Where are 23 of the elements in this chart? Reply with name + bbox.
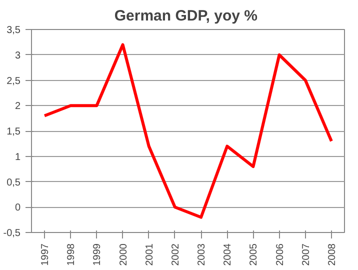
y-tick-label: 0,5 xyxy=(6,177,21,188)
y-tick-label: 3 xyxy=(14,50,21,62)
x-tick-label: 1997 xyxy=(40,243,52,266)
x-tick-label: 2004 xyxy=(222,243,234,266)
x-tick-label: 2002 xyxy=(170,243,182,266)
x-tick-label: 2000 xyxy=(118,243,130,266)
x-tick-label: 2007 xyxy=(300,243,312,266)
x-tick-label: 1998 xyxy=(66,243,78,266)
x-tick-label: 2005 xyxy=(248,243,260,266)
x-tick-label: 2008 xyxy=(326,243,338,266)
y-tick-label: 1,5 xyxy=(6,126,21,138)
y-tick-label: 2,5 xyxy=(6,76,21,87)
x-tick-label: 2001 xyxy=(144,243,156,266)
y-tick-label: 1 xyxy=(14,152,21,163)
chart-title: German GDP, yoy % xyxy=(114,8,258,24)
y-tick-label: -0,5 xyxy=(3,228,21,239)
y-tick-label: 0 xyxy=(14,202,21,214)
x-tick-label: 2006 xyxy=(274,243,286,266)
line-series xyxy=(43,43,333,219)
y-tick-label: 2 xyxy=(14,101,21,112)
x-tick-label: 2003 xyxy=(196,243,208,266)
x-tick-label: 1999 xyxy=(92,243,104,266)
y-tick-label: 3,5 xyxy=(6,25,21,36)
